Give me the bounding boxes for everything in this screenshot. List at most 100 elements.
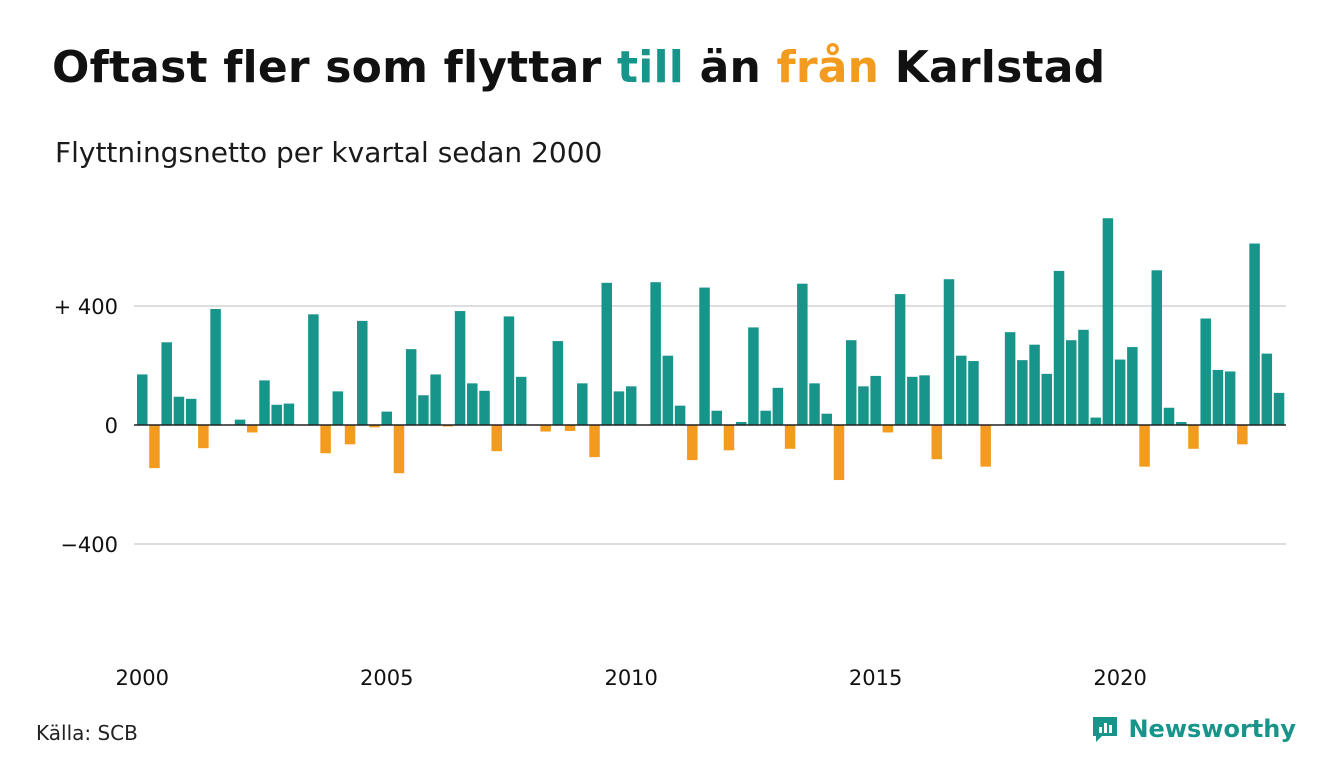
bar (735, 422, 747, 425)
bar (491, 425, 502, 452)
bar (1017, 360, 1028, 425)
bar (503, 316, 515, 425)
bar (1029, 344, 1040, 426)
brand: Newsworthy (1090, 714, 1296, 744)
y-tick-label: + 400 (54, 295, 118, 319)
bar (919, 375, 930, 425)
bar (955, 355, 967, 425)
bars (137, 218, 1285, 481)
newsworthy-logo-icon (1093, 717, 1118, 742)
bar (540, 425, 551, 432)
bar (515, 376, 527, 426)
bar (674, 405, 686, 425)
bar (552, 341, 564, 425)
bar (467, 383, 478, 425)
bar (894, 294, 906, 425)
x-tick-label: 2020 (1093, 666, 1146, 690)
bar (1175, 422, 1187, 425)
bar (137, 374, 148, 425)
bar (760, 410, 771, 425)
title-part-1: Oftast fler som flyttar (52, 42, 617, 93)
bar (381, 411, 392, 425)
bar (259, 380, 270, 426)
bar (943, 279, 955, 426)
source-note: Källa: SCB (36, 721, 138, 745)
bar (1249, 243, 1260, 425)
title-positive-word: till (616, 42, 685, 93)
bar (1041, 373, 1053, 425)
bar (968, 361, 979, 425)
bar (1188, 425, 1199, 449)
bar (149, 425, 160, 469)
bar (247, 425, 258, 433)
bar (1127, 347, 1138, 425)
bar (870, 375, 881, 425)
bar (271, 404, 282, 425)
bar (454, 311, 466, 425)
bar (479, 390, 490, 425)
bar (418, 395, 429, 425)
chart-subtitle: Flyttningsnetto per kvartal sedan 2000 (55, 136, 603, 169)
x-tick-label: 2010 (604, 666, 657, 690)
bar (234, 419, 246, 425)
bar (1004, 332, 1016, 425)
bar (601, 282, 612, 425)
bar (308, 314, 319, 425)
bar (344, 425, 356, 445)
bar (1200, 318, 1211, 425)
bar (907, 376, 918, 426)
bar (430, 374, 441, 425)
bar (357, 320, 368, 426)
title-part-3: Karlstad (879, 42, 1106, 93)
x-tick-label: 2005 (360, 666, 413, 690)
bar (405, 349, 417, 425)
bar (772, 387, 784, 425)
bar (1273, 392, 1285, 425)
bar (625, 386, 637, 425)
bar (845, 340, 857, 425)
x-tick-label: 2000 (116, 666, 169, 690)
bar (1114, 359, 1126, 425)
bar (210, 308, 221, 425)
bar (809, 383, 820, 425)
bar (1090, 417, 1101, 425)
bar (821, 413, 833, 425)
bar (1078, 329, 1089, 425)
bar (650, 282, 661, 425)
y-tick-label: 0 (105, 414, 118, 438)
bar (1212, 369, 1224, 425)
bar (980, 425, 991, 467)
tick-labels: + 400 0 −400 2000 2005 2010 2015 2020 (54, 295, 1147, 690)
bar (858, 386, 869, 425)
grid-lines (134, 305, 1286, 545)
bar (1261, 353, 1273, 425)
bar (699, 287, 710, 425)
y-tick-label: −400 (60, 533, 118, 557)
bar (784, 425, 796, 449)
bar (198, 425, 209, 449)
bar (185, 398, 197, 425)
bar (393, 425, 405, 474)
bar (748, 327, 759, 425)
bar (1163, 407, 1175, 425)
bar (1053, 270, 1065, 425)
bar (283, 403, 295, 425)
bar (589, 425, 600, 458)
bar (931, 425, 943, 460)
bar (320, 425, 331, 454)
bar (332, 391, 344, 425)
bar (797, 283, 808, 425)
bar (723, 425, 735, 451)
title-negative-word: från (776, 42, 880, 93)
bar (1065, 340, 1077, 425)
chart-title: Oftast fler som flyttar till än från Kar… (52, 42, 1105, 93)
title-part-2: än (684, 42, 777, 93)
bar (1237, 425, 1248, 445)
bar (687, 425, 698, 461)
bar (577, 383, 588, 425)
bar (662, 355, 674, 425)
bar (1151, 270, 1163, 425)
bar (564, 425, 576, 431)
bar (369, 425, 380, 428)
